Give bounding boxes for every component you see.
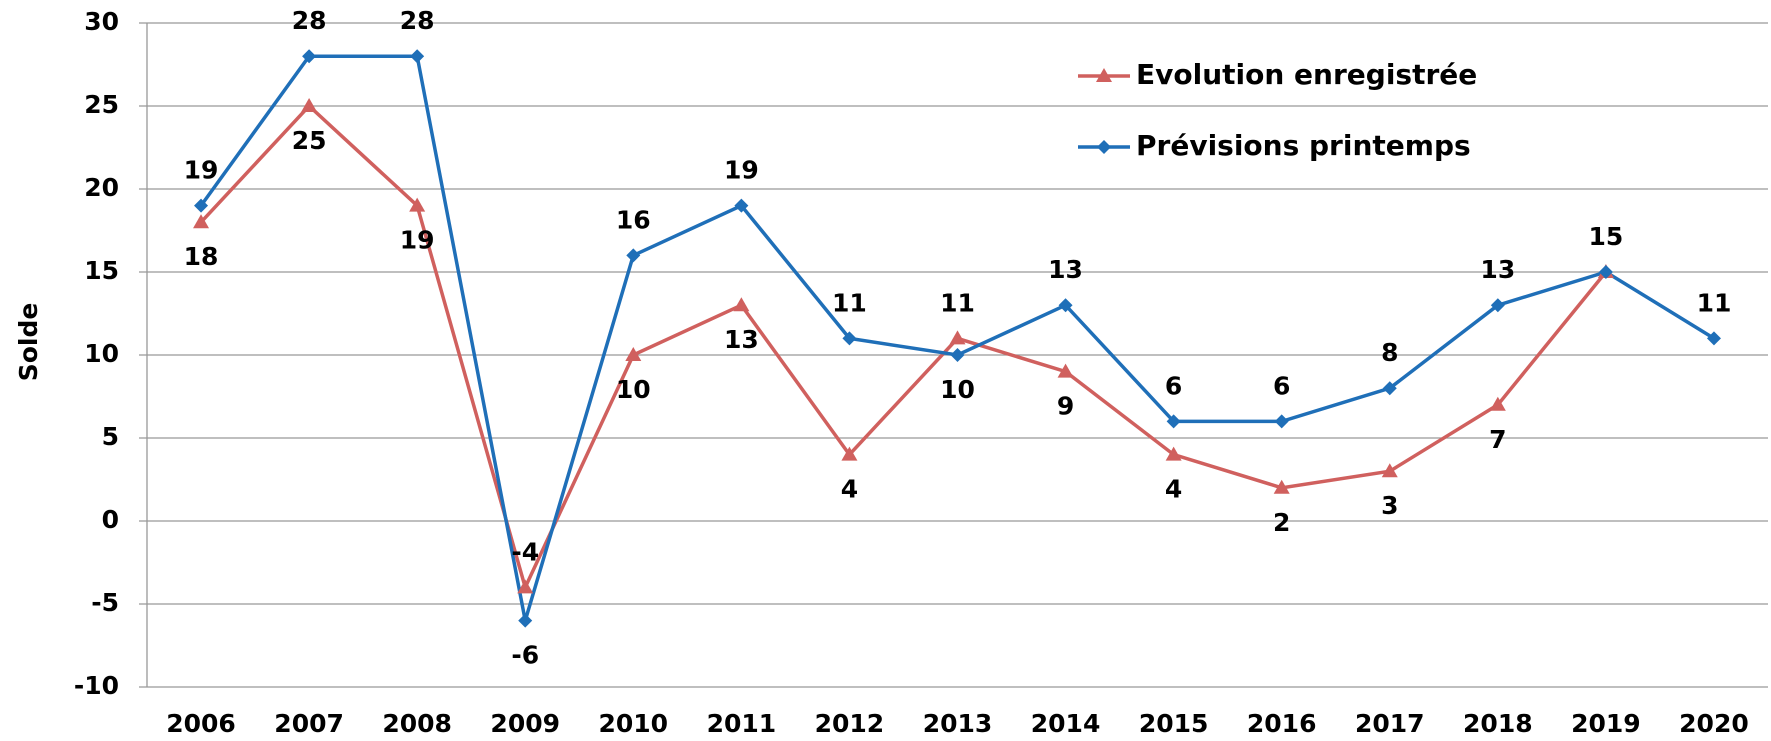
data-label: 2: [1273, 508, 1290, 537]
marker: [733, 297, 750, 312]
marker: [625, 347, 642, 361]
marker: [842, 331, 857, 346]
data-label: 13: [1480, 255, 1515, 284]
data-label: 19: [400, 226, 435, 255]
marker: [950, 348, 965, 362]
x-tick-label: 2019: [1571, 709, 1641, 738]
marker: [1097, 140, 1111, 154]
x-tick-label: 2017: [1355, 709, 1425, 738]
data-label: 8: [1381, 338, 1398, 367]
marker: [1166, 414, 1181, 429]
series-line: [199, 103, 1608, 593]
x-tick-label: 2008: [382, 709, 452, 738]
data-label: 7: [1489, 425, 1506, 454]
x-tick-label: 2014: [1031, 709, 1101, 738]
data-label: 4: [841, 475, 858, 504]
marker: [409, 197, 426, 212]
data-label: 11: [832, 288, 867, 317]
data-label: 19: [184, 156, 219, 185]
data-label: 6: [1165, 371, 1182, 400]
x-tick-label: 2020: [1679, 709, 1749, 738]
marker: [1096, 68, 1112, 82]
x-tick-label: 2009: [490, 709, 560, 738]
data-label: 10: [940, 375, 975, 404]
marker: [949, 330, 966, 345]
marker: [1381, 463, 1398, 478]
data-label: 28: [400, 6, 435, 35]
marker: [194, 198, 209, 213]
x-tick-label: 2006: [166, 709, 236, 738]
data-label: 28: [292, 6, 327, 35]
y-axis-label: Solde: [14, 303, 43, 382]
data-label: 4: [1165, 475, 1182, 504]
x-tick-label: 2010: [599, 709, 669, 738]
marker: [1706, 331, 1721, 346]
y-tick-label: 10: [84, 339, 119, 368]
marker: [1490, 298, 1505, 313]
data-label: 11: [940, 288, 975, 317]
marker: [517, 579, 534, 594]
y-tick-label: 20: [84, 173, 119, 202]
data-label: 10: [616, 375, 651, 404]
legend-text: Evolution enregistrée: [1136, 58, 1477, 91]
legend-text: Prévisions printemps: [1136, 129, 1471, 162]
x-tick-label: 2007: [274, 709, 344, 738]
marker: [193, 214, 210, 229]
data-label: 19: [724, 156, 759, 185]
x-tick-label: 2015: [1139, 709, 1209, 738]
data-label: 13: [724, 325, 759, 354]
y-tick-label: 5: [102, 422, 119, 451]
data-label: -4: [511, 537, 539, 566]
marker: [1058, 298, 1073, 313]
marker: [1489, 396, 1506, 411]
x-tick-label: 2012: [815, 709, 885, 738]
y-tick-label: 15: [84, 256, 119, 285]
y-tick-label: 0: [102, 505, 119, 534]
data-label: 16: [616, 205, 651, 234]
data-label: 15: [1589, 222, 1624, 251]
data-label: -6: [511, 641, 539, 670]
marker: [1165, 446, 1182, 461]
marker: [1274, 414, 1289, 429]
x-tick-label: 2018: [1463, 709, 1533, 738]
marker: [410, 49, 425, 64]
y-tick-label: -5: [91, 588, 119, 617]
marker: [302, 49, 317, 64]
data-label: 6: [1273, 371, 1290, 400]
y-tick-label: 30: [84, 7, 119, 36]
marker: [301, 98, 318, 112]
x-tick-label: 2011: [707, 709, 777, 738]
marker: [1273, 479, 1290, 494]
y-tick-label: 25: [84, 90, 119, 119]
data-label: 9: [1057, 392, 1074, 421]
data-label: 13: [1048, 255, 1083, 284]
data-label: 18: [184, 242, 219, 271]
marker: [1382, 381, 1397, 396]
marker: [518, 613, 533, 628]
marker: [1598, 265, 1613, 279]
y-tick-label: -10: [74, 671, 119, 700]
marker: [626, 248, 641, 263]
data-label: 3: [1381, 491, 1398, 520]
x-tick-label: 2013: [923, 709, 993, 738]
data-label: 11: [1697, 288, 1732, 317]
marker: [841, 446, 858, 461]
marker: [1057, 363, 1074, 378]
data-label: 25: [292, 126, 327, 155]
marker: [734, 198, 749, 213]
x-tick-label: 2016: [1247, 709, 1317, 738]
